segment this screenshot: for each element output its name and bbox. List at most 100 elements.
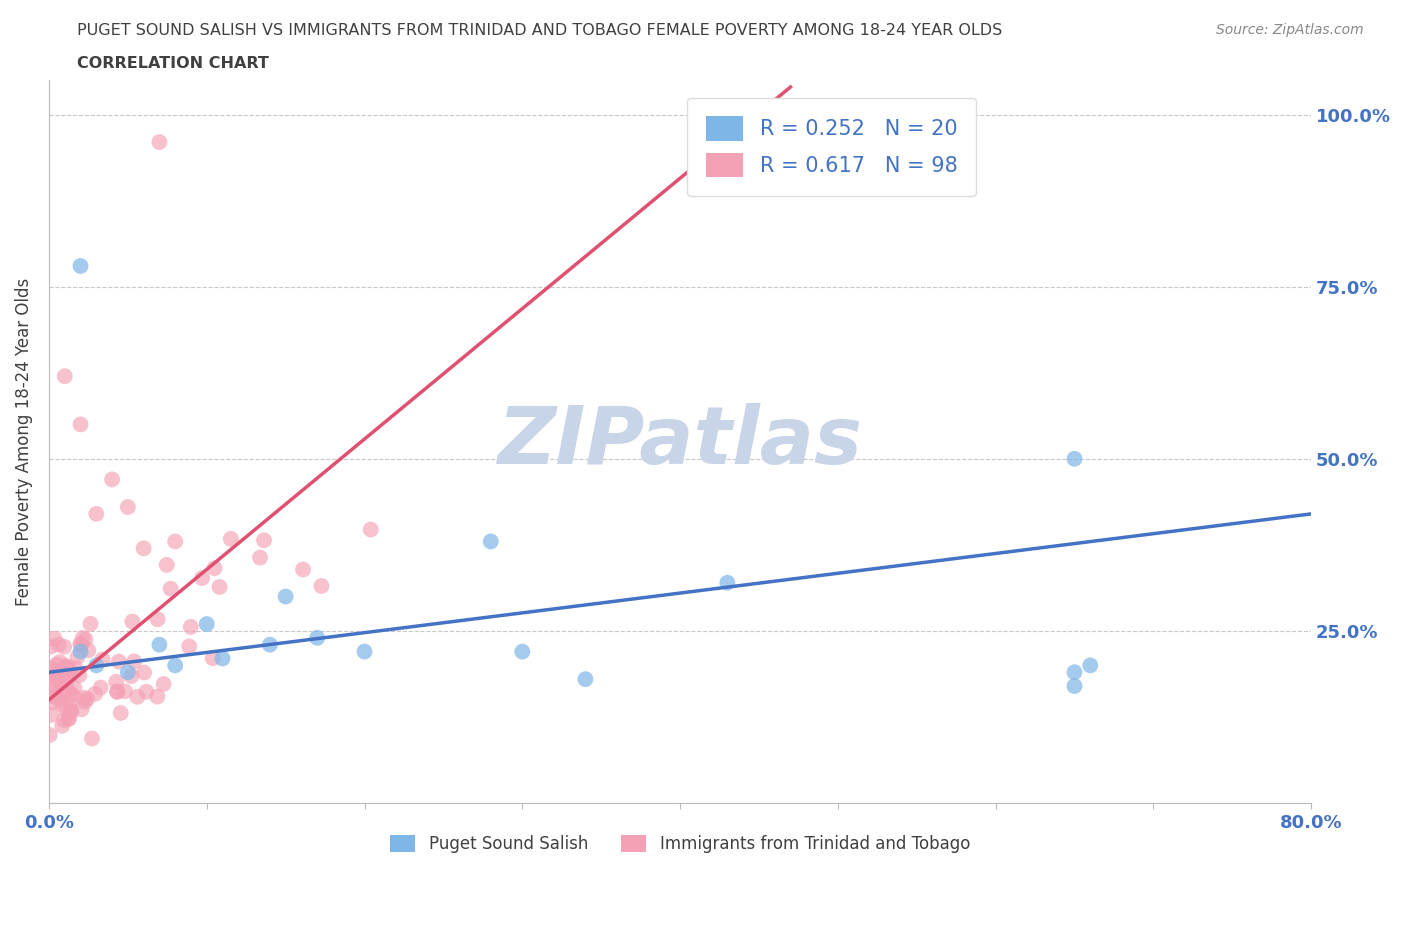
- Point: [58, 711, 80, 726]
- Point: [45, 658, 67, 672]
- Point: [59, 663, 82, 678]
- Point: [307, 631, 329, 645]
- Point: [62, 688, 84, 703]
- Point: [75, 631, 97, 646]
- Point: [45, 670, 67, 684]
- Point: [56, 671, 79, 685]
- Point: [58, 711, 80, 726]
- Point: [46, 692, 69, 707]
- Point: [479, 534, 502, 549]
- Point: [38, 727, 60, 742]
- Point: [180, 619, 202, 634]
- Point: [41, 678, 63, 693]
- Point: [165, 658, 187, 672]
- Point: [122, 654, 145, 669]
- Point: [59, 703, 82, 718]
- Point: [148, 135, 170, 150]
- Point: [55, 665, 77, 680]
- Y-axis label: Female Poverty Among 18-24 Year Olds: Female Poverty Among 18-24 Year Olds: [15, 277, 32, 605]
- Legend: Puget Sound Salish, Immigrants from Trinidad and Tobago: Puget Sound Salish, Immigrants from Trin…: [384, 829, 977, 860]
- Point: [156, 557, 179, 572]
- Point: [44, 631, 66, 646]
- Point: [259, 637, 281, 652]
- Point: [48, 637, 70, 652]
- Point: [70, 637, 93, 652]
- Point: [716, 576, 738, 591]
- Point: [55, 658, 77, 673]
- Point: [121, 614, 143, 629]
- Point: [66, 649, 89, 664]
- Point: [77, 643, 100, 658]
- Point: [84, 507, 107, 522]
- Point: [53, 712, 76, 727]
- Point: [48, 675, 70, 690]
- Point: [53, 682, 76, 697]
- Point: [51, 698, 73, 712]
- Point: [46, 687, 69, 702]
- Point: [127, 689, 149, 704]
- Point: [67, 668, 90, 683]
- Point: [110, 706, 132, 721]
- Point: [70, 702, 93, 717]
- Point: [165, 534, 187, 549]
- Point: [274, 589, 297, 604]
- Point: [148, 637, 170, 652]
- Point: [146, 612, 169, 627]
- Point: [51, 679, 73, 694]
- Point: [69, 636, 91, 651]
- Point: [179, 639, 201, 654]
- Point: [108, 654, 131, 669]
- Point: [39, 689, 62, 704]
- Text: CORRELATION CHART: CORRELATION CHART: [77, 56, 269, 71]
- Point: [211, 651, 233, 666]
- Point: [101, 472, 124, 487]
- Point: [60, 704, 83, 719]
- Text: Source: ZipAtlas.com: Source: ZipAtlas.com: [1216, 23, 1364, 37]
- Point: [53, 368, 76, 383]
- Point: [51, 718, 73, 733]
- Point: [80, 731, 103, 746]
- Point: [510, 644, 533, 659]
- Point: [574, 671, 596, 686]
- Point: [105, 684, 128, 699]
- Point: [105, 684, 128, 698]
- Point: [91, 652, 114, 667]
- Point: [292, 562, 315, 577]
- Point: [249, 551, 271, 565]
- Point: [105, 674, 128, 689]
- Point: [76, 691, 98, 706]
- Point: [52, 675, 75, 690]
- Point: [45, 667, 67, 682]
- Point: [79, 617, 101, 631]
- Point: [55, 702, 77, 717]
- Point: [69, 417, 91, 432]
- Point: [132, 541, 155, 556]
- Point: [53, 671, 76, 685]
- Point: [360, 522, 382, 537]
- Point: [73, 690, 96, 705]
- Point: [117, 665, 139, 680]
- Point: [56, 660, 79, 675]
- Point: [353, 644, 375, 659]
- Point: [84, 686, 107, 701]
- Point: [53, 686, 76, 701]
- Point: [44, 663, 66, 678]
- Point: [51, 669, 73, 684]
- Point: [48, 655, 70, 670]
- Point: [56, 660, 79, 675]
- Point: [42, 695, 65, 710]
- Point: [39, 661, 62, 676]
- Point: [90, 680, 112, 695]
- Point: [69, 259, 91, 273]
- Point: [152, 677, 174, 692]
- Point: [253, 533, 276, 548]
- Point: [72, 631, 94, 645]
- Point: [204, 561, 226, 576]
- Point: [69, 644, 91, 659]
- Point: [56, 681, 79, 696]
- Point: [120, 669, 142, 684]
- Point: [59, 697, 82, 711]
- Point: [201, 651, 224, 666]
- Text: ZIPatlas: ZIPatlas: [498, 403, 862, 481]
- Point: [135, 684, 157, 699]
